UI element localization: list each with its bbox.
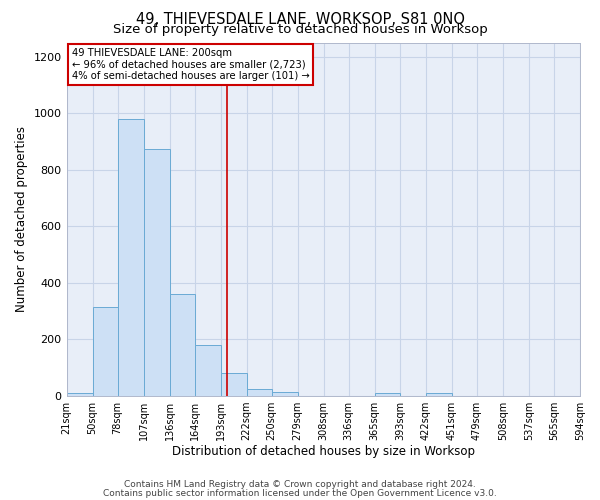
- X-axis label: Distribution of detached houses by size in Worksop: Distribution of detached houses by size …: [172, 444, 475, 458]
- Bar: [194, 345, 221, 396]
- Bar: [118, 119, 143, 396]
- Bar: [247, 389, 272, 396]
- Bar: [426, 393, 452, 396]
- Text: Size of property relative to detached houses in Worksop: Size of property relative to detached ho…: [113, 22, 487, 36]
- Bar: [170, 294, 194, 396]
- Text: Contains HM Land Registry data © Crown copyright and database right 2024.: Contains HM Land Registry data © Crown c…: [124, 480, 476, 489]
- Text: Contains public sector information licensed under the Open Government Licence v3: Contains public sector information licen…: [103, 489, 497, 498]
- Text: 49, THIEVESDALE LANE, WORKSOP, S81 0NQ: 49, THIEVESDALE LANE, WORKSOP, S81 0NQ: [136, 12, 464, 28]
- Bar: [221, 374, 247, 396]
- Bar: [375, 393, 400, 396]
- Bar: [143, 148, 170, 396]
- Bar: [67, 393, 92, 396]
- Bar: [272, 392, 298, 396]
- Y-axis label: Number of detached properties: Number of detached properties: [15, 126, 28, 312]
- Bar: [92, 307, 118, 396]
- Text: 49 THIEVESDALE LANE: 200sqm
← 96% of detached houses are smaller (2,723)
4% of s: 49 THIEVESDALE LANE: 200sqm ← 96% of det…: [71, 48, 310, 81]
